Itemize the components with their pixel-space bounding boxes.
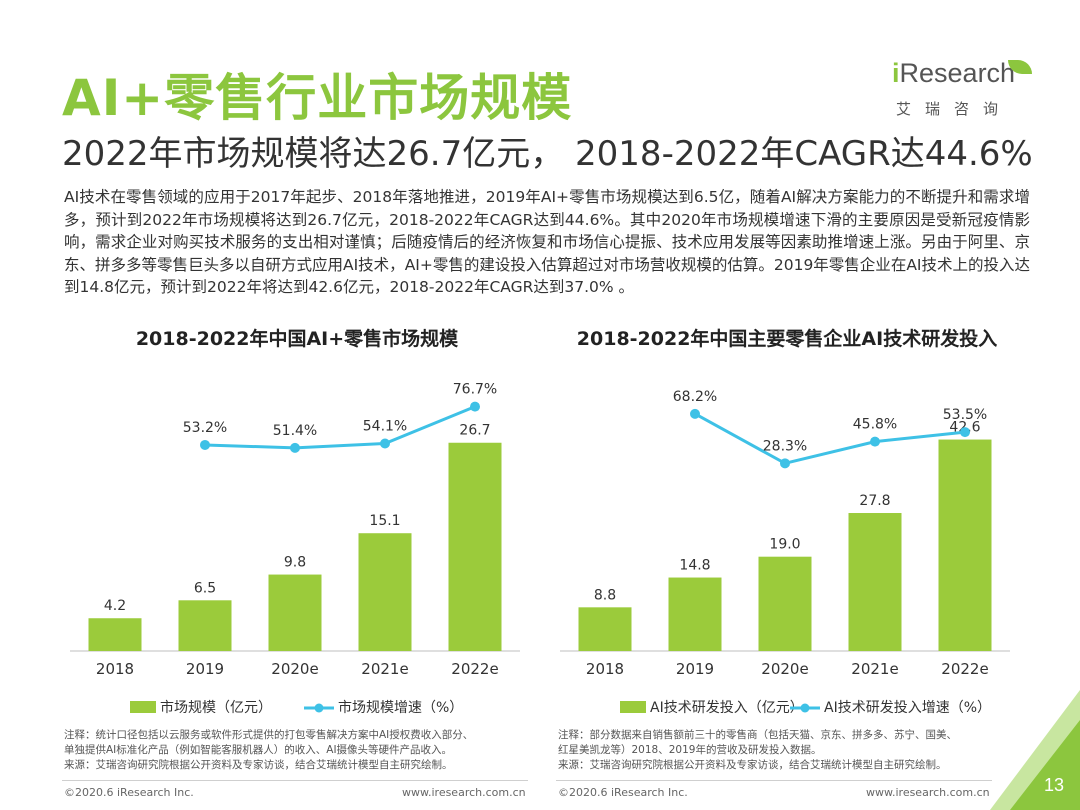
c1-x-tick-2: 2020e [271, 660, 318, 678]
page-subtitle: 2022年市场规模将达26.7亿元， 2018-2022年CAGR达44.6% [62, 134, 1033, 174]
c1-growth-point-4 [470, 401, 480, 412]
c1-x-tick-3: 2021e [361, 660, 408, 678]
note-line: 注释：部分数据来自销售额前三十的零售商（包括天猫、京东、拼多多、苏宁、国美、 [558, 729, 957, 741]
c1-bar-label-0: 4.2 [104, 598, 126, 614]
c1-growth-label-1: 53.2% [183, 420, 227, 436]
c1-x-tick-1: 2019 [186, 660, 224, 678]
c2-legend-bar-label: AI技术研发投入（亿元） [650, 700, 804, 716]
c2-bar-4 [938, 439, 992, 651]
c1-bar-1 [178, 600, 232, 651]
c2-x-tick-1: 2019 [676, 660, 714, 678]
note-line: 单独提供AI标准化产品（例如智能客服机器人）的收入、AI摄像头等硬件产品收入。 [64, 744, 453, 756]
c1-growth-label-3: 54.1% [363, 418, 407, 434]
source-line: 来源：艾瑞咨询研究院根据公开资料及专家访谈，结合艾瑞统计模型自主研究绘制。 [64, 759, 453, 771]
c1-legend-line-label: 市场规模增速（%） [338, 699, 463, 716]
c2-bar-label-2: 19.0 [769, 537, 800, 553]
corner-decoration [990, 690, 1080, 810]
notes-right: 注释：部分数据来自销售额前三十的零售商（包括天猫、京东、拼多多、苏宁、国美、 红… [558, 728, 1028, 773]
summary-paragraph: AI技术在零售领域的应用于2017年起步、2018年落地推进，2019年AI+零… [64, 188, 1030, 296]
c2-x-tick-3: 2021e [851, 660, 898, 678]
c2-x-tick-0: 2018 [586, 660, 624, 678]
c2-bar-0 [578, 607, 632, 651]
c1-x-tick-4: 2022e [451, 660, 498, 678]
c1-growth-point-1 [200, 439, 210, 450]
c2-growth-label-4: 53.5% [943, 407, 987, 423]
c2-growth-point-4 [960, 427, 970, 438]
page-title: AI+零售行业市场规模 [62, 69, 573, 127]
c1-bar-label-2: 9.8 [284, 555, 306, 571]
c2-growth-line [694, 412, 966, 465]
logo-wordmark: iResearch [892, 58, 1016, 88]
c1-bar-0 [88, 618, 142, 651]
footer-copyright-left: ©2020.6 iResearch Inc. [64, 786, 194, 799]
c1-growth-point-2 [290, 442, 300, 453]
c1-bar-4 [448, 442, 502, 651]
c1-bar-label-3: 15.1 [369, 513, 400, 529]
footer-copyright-right: ©2020.6 iResearch Inc. [558, 786, 688, 799]
market-size-chart: 4.2 2018 6.5 2019 9.8 2020e 15.1 2021e 26.7 2022e… [70, 382, 520, 716]
c1-bar-label-4: 26.7 [459, 423, 490, 439]
notes-left: 注释：统计口径包括以云服务或软件形式提供的打包零售解决方案中AI授权费收入部分、… [64, 728, 534, 773]
c2-legend-line-marker [800, 703, 810, 713]
c1-growth-line [204, 405, 476, 450]
c2-legend-bar-swatch [620, 701, 646, 713]
note-line: 红星美凯龙等）2018、2019年的营收及研发投入数据。 [558, 744, 822, 756]
ai-investment-chart: 8.8201814.8201919.02020e27.82021e42.6202… [560, 389, 1010, 716]
c2-growth-label-2: 28.3% [763, 438, 807, 454]
chart-title-market-size: 2018-2022年中国AI+零售市场规模 [135, 328, 459, 350]
c1-legend-bar-label: 市场规模（亿元） [160, 699, 272, 716]
c1-bar-3 [358, 533, 412, 651]
c2-bar-2 [758, 556, 812, 651]
page-number: 13 [1043, 775, 1064, 795]
c2-bar-label-3: 27.8 [859, 493, 890, 509]
c2-bar-label-0: 8.8 [594, 587, 616, 603]
c2-x-tick-2: 2020e [761, 660, 808, 678]
c2-growth-point-2 [780, 458, 790, 469]
source-line: 来源：艾瑞咨询研究院根据公开资料及专家访谈，结合艾瑞统计模型自主研究绘制。 [558, 759, 947, 771]
c2-bar-1 [668, 577, 722, 651]
logo-chinese-name: 艾瑞咨询 [896, 100, 1013, 118]
c2-bar-label-1: 14.8 [679, 558, 710, 574]
c1-legend-line-marker [314, 703, 324, 713]
c2-legend-line-label: AI技术研发投入增速（%） [824, 700, 991, 716]
iresearch-logo: iResearch 艾瑞咨询 [892, 58, 1042, 120]
c2-x-tick-4: 2022e [941, 660, 988, 678]
c2-growth-point-1 [690, 408, 700, 419]
c1-growth-label-4: 76.7% [453, 382, 497, 398]
c2-growth-label-1: 68.2% [673, 389, 717, 405]
footer-url-right[interactable]: www.iresearch.com.cn [866, 786, 990, 799]
note-line: 注释：统计口径包括以云服务或软件形式提供的打包零售解决方案中AI授权费收入部分、 [64, 729, 474, 741]
c1-growth-point-3 [380, 438, 390, 449]
c1-x-tick-0: 2018 [96, 660, 134, 678]
c1-legend-bar-swatch [130, 701, 156, 713]
c1-growth-label-2: 51.4% [273, 423, 317, 439]
c2-growth-label-3: 45.8% [853, 417, 897, 433]
c1-bar-2 [268, 574, 322, 651]
c2-growth-point-3 [870, 436, 880, 447]
chart-title-ai-investment: 2018-2022年中国主要零售企业AI技术研发投入 [576, 328, 998, 350]
footer-url-left[interactable]: www.iresearch.com.cn [402, 786, 526, 799]
leaf-icon [1008, 60, 1032, 74]
c1-bar-label-1: 6.5 [194, 580, 216, 596]
c2-bar-3 [848, 513, 902, 651]
corner-triangle-dark [1010, 720, 1080, 810]
footer-divider-right [556, 780, 992, 781]
footer-divider-left [62, 780, 528, 781]
